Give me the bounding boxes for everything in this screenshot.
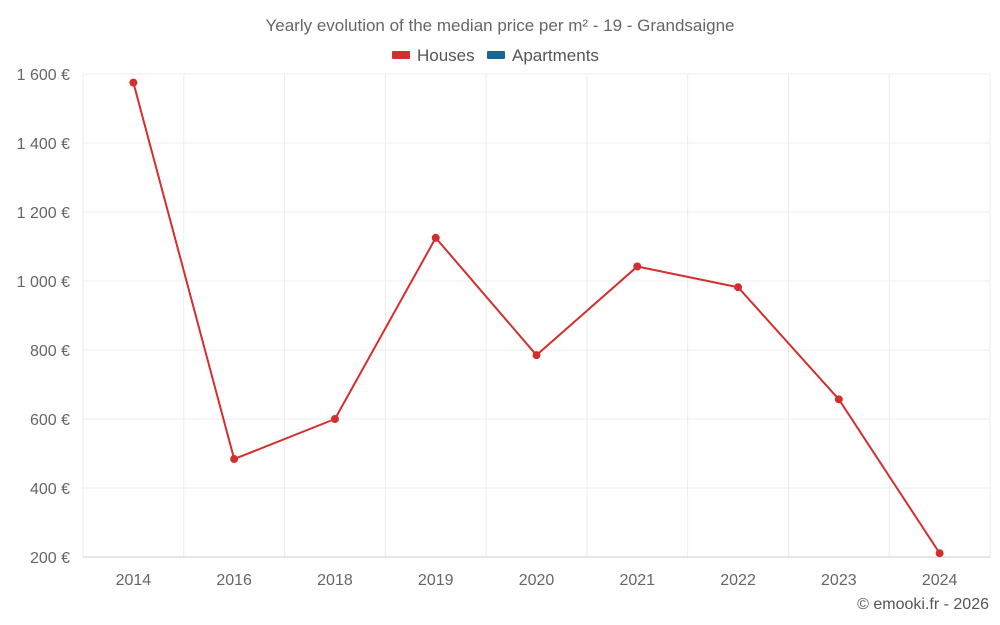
series-houses bbox=[129, 78, 944, 558]
x-tick-label: 2024 bbox=[922, 572, 958, 589]
houses-point-2019[interactable] bbox=[431, 233, 440, 242]
legend-swatch-apartments bbox=[487, 51, 505, 59]
y-tick-label: 1 400 € bbox=[17, 136, 70, 153]
y-tick-label: 1 600 € bbox=[17, 67, 70, 84]
x-tick-label: 2021 bbox=[619, 572, 655, 589]
houses-point-2022[interactable] bbox=[734, 283, 743, 292]
houses-line bbox=[132, 82, 941, 554]
y-tick-label: 1 200 € bbox=[17, 205, 70, 222]
y-tick-label: 800 € bbox=[30, 343, 70, 360]
legend-item-apartments[interactable]: Apartments bbox=[487, 46, 599, 65]
x-gridlines bbox=[82, 74, 991, 557]
x-tick-label: 2023 bbox=[821, 572, 857, 589]
x-tick-label: 2014 bbox=[116, 572, 152, 589]
x-tick-label: 2020 bbox=[519, 572, 555, 589]
x-axis-ticks: 2014 2016 2018 2019 2020 2021 2022 2023 2024 bbox=[116, 572, 958, 589]
credit-text: © emooki.fr - 2026 bbox=[857, 596, 989, 613]
x-tick-label: 2022 bbox=[720, 572, 756, 589]
y-axis-ticks: 200 € 400 € 600 € 800 € 1 000 € 1 200 € 1 400 … bbox=[17, 67, 70, 567]
x-tick-label: 2019 bbox=[418, 572, 454, 589]
houses-point-2014[interactable] bbox=[129, 78, 138, 87]
legend: Houses Apartments bbox=[392, 46, 599, 65]
houses-point-2021[interactable] bbox=[633, 262, 642, 271]
y-tick-label: 1 000 € bbox=[17, 274, 70, 291]
houses-point-2020[interactable] bbox=[532, 351, 541, 360]
legend-item-houses[interactable]: Houses bbox=[392, 46, 475, 65]
houses-point-2018[interactable] bbox=[330, 415, 339, 423]
y-gridlines bbox=[83, 73, 990, 489]
y-tick-label: 200 € bbox=[30, 550, 70, 567]
houses-point-2024[interactable] bbox=[935, 549, 944, 558]
x-tick-label: 2016 bbox=[216, 572, 252, 589]
legend-swatch-houses bbox=[392, 51, 410, 59]
legend-label-houses: Houses bbox=[417, 46, 475, 65]
legend-label-apartments: Apartments bbox=[512, 46, 599, 65]
houses-point-2023[interactable] bbox=[834, 395, 843, 404]
x-tick-label: 2018 bbox=[317, 572, 353, 589]
chart-title: Yearly evolution of the median price per… bbox=[265, 16, 734, 35]
houses-point-2016[interactable] bbox=[230, 455, 239, 464]
y-tick-label: 400 € bbox=[30, 481, 70, 498]
y-tick-label: 600 € bbox=[30, 412, 70, 429]
